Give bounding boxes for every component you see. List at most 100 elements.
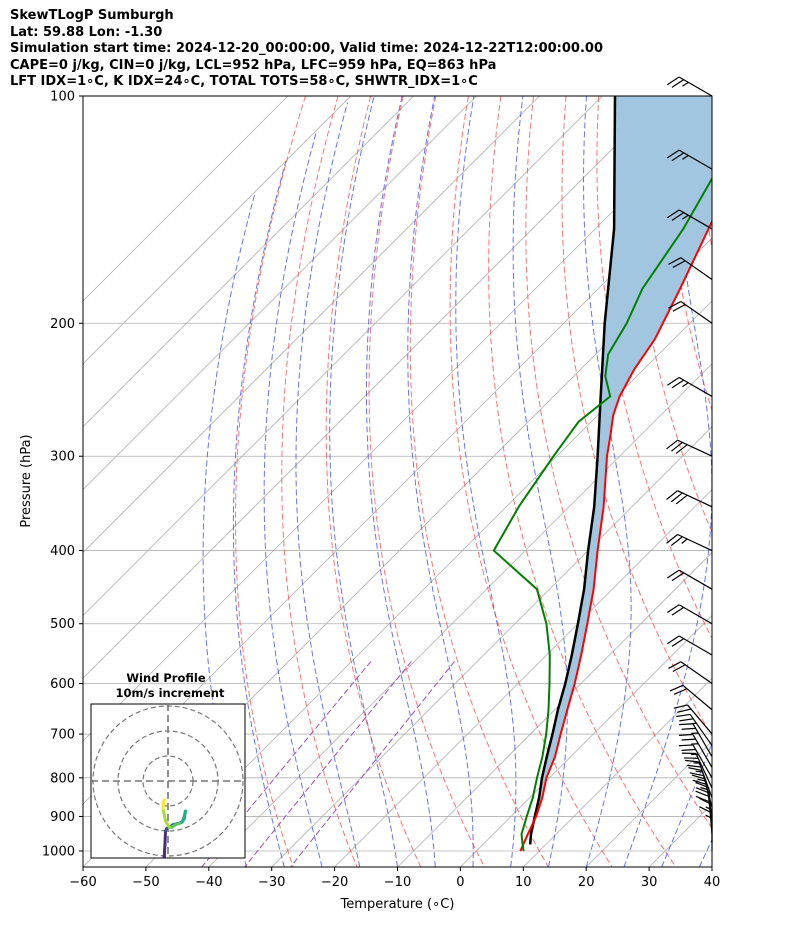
parcel-profile-line: [528, 96, 617, 845]
hodograph-segment: [162, 798, 166, 805]
barb-staff: [695, 753, 713, 789]
wind-barb: [668, 257, 713, 280]
profile-lines: [492, 96, 712, 852]
dry-adiabat: [488, 96, 677, 867]
wind-barb: [676, 713, 713, 746]
wind-barb: [667, 149, 713, 170]
index-summary: LFT IDX=1∘C, K IDX=24∘C, TOTAL TOTS=58∘C…: [10, 74, 478, 89]
barb-full: [671, 572, 685, 582]
barb-full: [670, 492, 683, 503]
barb-staff: [687, 704, 713, 735]
barb-full: [672, 304, 686, 312]
barb-full: [692, 779, 707, 785]
barb-full: [668, 257, 682, 265]
wind-barb: [684, 759, 713, 798]
barb-full: [691, 774, 706, 780]
isotherm-gridline: [523, 677, 712, 867]
x-tick-label: −40: [195, 875, 222, 890]
dry-adiabat: [525, 96, 712, 830]
barb-full: [671, 212, 685, 221]
dewpoint-line: [492, 176, 712, 852]
x-axis-label: Temperature (∘C): [340, 897, 455, 912]
x-tick-label: 20: [578, 875, 595, 890]
barb-staff: [677, 439, 713, 457]
barb-full: [671, 606, 685, 616]
barb-staff: [678, 569, 713, 590]
moist-adiabat: [661, 742, 712, 867]
wind-barb: [667, 376, 713, 397]
barb-full: [688, 767, 703, 772]
barb-full: [670, 441, 683, 452]
barb-staff: [678, 149, 713, 170]
dry-adiabat: [596, 96, 712, 640]
moist-adiabat: [202, 191, 256, 867]
x-tick-label: −20: [321, 875, 348, 890]
barb-staff: [678, 604, 713, 625]
barb-full: [695, 790, 709, 797]
wind-barb: [667, 209, 713, 230]
y-tick-label: 800: [50, 771, 75, 786]
barb-full: [671, 152, 685, 162]
barb-staff: [678, 376, 713, 397]
barb-full: [667, 569, 680, 579]
barb-staff: [680, 300, 713, 324]
barb-half: [682, 214, 689, 220]
barb-staff: [678, 76, 713, 97]
barb-full: [671, 379, 685, 389]
y-tick-label: 900: [50, 810, 75, 825]
barb-full: [675, 444, 688, 454]
moist-adiabat: [455, 96, 517, 867]
isotherm-gridline: [460, 614, 712, 867]
x-tick-label: −50: [132, 875, 159, 890]
barb-staff: [678, 635, 713, 656]
y-tick-label: 500: [50, 617, 75, 632]
x-tick-label: −30: [258, 875, 285, 890]
station-location: Lat: 59.88 Lon: -1.30: [10, 24, 163, 40]
isotherm-gridline: [711, 866, 712, 867]
wind-barb: [666, 439, 713, 457]
barb-full: [678, 733, 694, 736]
dry-adiabat: [762, 96, 794, 867]
barb-full: [666, 534, 678, 544]
barb-full: [668, 300, 682, 309]
dry-adiabat: [281, 96, 358, 867]
y-tick-label: 1000: [42, 845, 75, 860]
y-axis-label: Pressure (hPa): [19, 434, 34, 527]
hodograph-segment: [163, 881, 164, 894]
inset-title: Wind Profile: [126, 671, 206, 685]
isotherm-gridline: [83, 96, 414, 428]
barb-full: [677, 708, 692, 713]
barb-full: [667, 376, 680, 386]
barb-half: [682, 154, 689, 160]
wind-barb: [678, 733, 713, 768]
wind-profile-inset: Wind Profile 10m/s increment: [90, 671, 246, 894]
wind-barb: [678, 744, 713, 779]
barb-full: [679, 718, 694, 722]
barb-staff: [692, 744, 713, 779]
y-tick-label: 100: [50, 90, 75, 105]
wind-barb: [667, 76, 713, 97]
dry-adiabat: [449, 96, 613, 867]
barb-full: [672, 260, 686, 268]
y-tick-label: 600: [50, 677, 75, 692]
mixing-ratio-line: [290, 661, 455, 867]
isotherm-gridline: [83, 96, 666, 679]
isotherm-gridline: [145, 300, 712, 867]
dry-adiabat: [409, 96, 549, 867]
isotherm-gridline: [397, 551, 712, 867]
barb-half: [682, 81, 689, 87]
barb-half: [695, 770, 703, 773]
barb-full: [675, 494, 688, 505]
x-tick-label: 30: [641, 875, 658, 890]
x-tick-label: −60: [69, 875, 96, 890]
barb-staff: [680, 661, 713, 684]
isotherm-gridline: [83, 96, 289, 302]
barb-full: [667, 149, 680, 159]
dry-adiabat: [729, 96, 794, 867]
hodograph-segment: [162, 842, 167, 858]
barb-full: [667, 209, 680, 219]
wind-barbs: [666, 76, 713, 852]
barb-staff: [692, 734, 713, 768]
barb-full: [689, 772, 704, 777]
